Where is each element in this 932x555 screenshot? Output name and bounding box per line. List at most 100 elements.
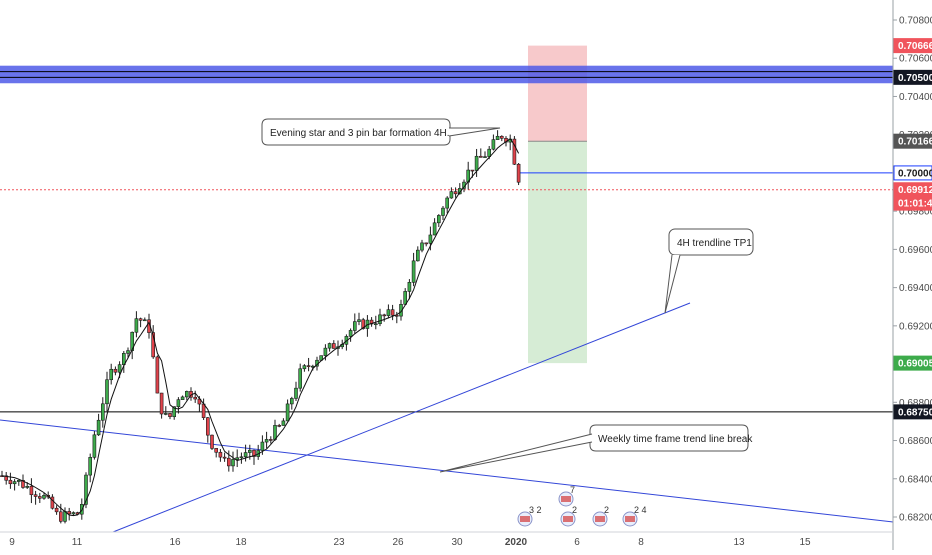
price-axis-label: 0.68400 — [899, 474, 932, 485]
candle-body — [29, 486, 34, 496]
moving-average-layer — [1, 138, 520, 517]
candle-body — [222, 456, 227, 459]
time-axis-label: 26 — [392, 537, 404, 548]
price-tag-label: 0.70166 — [898, 137, 932, 148]
candle-body — [50, 496, 55, 509]
candle-body — [126, 350, 130, 354]
candle-body — [420, 242, 424, 251]
candles-layer — [0, 130, 521, 524]
callout-evening-star: Evening star and 3 pin bar formation 4H. — [261, 118, 501, 146]
flag-stripe — [625, 516, 635, 522]
price-tag: 0.70666 — [893, 38, 932, 54]
candle-body — [487, 148, 492, 157]
candle-body — [201, 403, 206, 418]
candle-body — [193, 396, 197, 400]
price-axis-label: 0.68600 — [899, 436, 932, 447]
time-axis-label: 6 — [574, 537, 580, 548]
candle-body — [260, 441, 265, 451]
candle-body — [248, 449, 252, 453]
event-flag-icon: 2 — [560, 505, 577, 527]
candle-body — [117, 364, 122, 373]
price-axis-label: 0.69600 — [899, 245, 932, 256]
price-tag-bg — [893, 38, 932, 54]
time-axis-label: 18 — [235, 537, 247, 548]
time-axis-label: 11 — [72, 537, 83, 548]
candle-body — [390, 309, 395, 316]
candle-body — [164, 413, 168, 415]
event-flag-label: 2 — [604, 505, 609, 515]
candle-body — [441, 207, 445, 216]
candle-body — [327, 343, 332, 349]
price-axis-label: 0.70600 — [899, 54, 932, 65]
callout-weekly-break-box — [589, 424, 749, 452]
candle-body — [411, 260, 416, 283]
price-axis-label: 0.69400 — [899, 283, 932, 294]
candle-body — [88, 457, 92, 476]
candle-body — [4, 475, 8, 481]
candle-body — [483, 156, 487, 158]
candle-body — [243, 452, 248, 458]
candle-body — [227, 457, 231, 467]
flag-stripe — [561, 496, 571, 502]
rising-trendline — [112, 302, 691, 533]
candle-body — [298, 368, 303, 389]
candle-body — [352, 321, 357, 331]
zones-layer — [0, 45, 893, 364]
price-tag-bg — [893, 404, 932, 420]
price-tag-label: 0.69912 — [898, 185, 932, 196]
callout-tp1-box — [668, 228, 754, 256]
candle-body — [33, 494, 38, 497]
candle-body — [361, 319, 366, 329]
callout-evening-star-pointer — [448, 127, 501, 137]
candle-body — [382, 314, 387, 317]
candle-body — [264, 439, 269, 443]
candle-body — [281, 420, 286, 426]
candle-body — [378, 314, 382, 325]
candle-body — [231, 459, 235, 467]
candle-body — [491, 139, 496, 150]
candle-body — [21, 480, 25, 488]
callout-weekly-break-text: Weekly time frame trend line break — [598, 434, 753, 445]
candle-body — [109, 368, 113, 381]
candle-body — [143, 319, 147, 322]
candle-body — [168, 413, 172, 418]
candle-body — [285, 403, 290, 422]
candle-body — [453, 191, 458, 195]
price-axis-label: 0.68800 — [899, 398, 932, 409]
candle-body — [294, 387, 298, 399]
price-axis-label: 0.69200 — [899, 321, 932, 332]
candle-body — [415, 249, 420, 262]
candle-body — [159, 392, 164, 415]
candle-body — [151, 332, 155, 358]
candle-body — [323, 347, 328, 356]
price-tag: 0.70166 — [893, 133, 932, 149]
price-tag-label: 0.68750 — [898, 407, 932, 418]
candle-body — [428, 234, 433, 244]
flag-stripe — [563, 516, 573, 522]
candle-body — [386, 309, 391, 316]
time-axis-label: 9 — [9, 537, 15, 548]
candle-body — [67, 511, 71, 515]
candle-body — [495, 135, 500, 140]
price-axis-label: 0.70400 — [899, 92, 932, 103]
price-tag: 01:01:49 — [893, 195, 932, 211]
price-tag-label: 0.70500 — [898, 73, 932, 84]
price-tag-bg — [893, 355, 932, 371]
candle-body — [474, 155, 479, 171]
stop-loss-zone — [528, 45, 587, 142]
price-tag-label: 0.69005 — [898, 359, 932, 370]
candle-body — [176, 399, 181, 408]
price-axis-label: 0.68200 — [899, 513, 932, 524]
event-flag-label: 7 — [570, 485, 575, 495]
candle-body — [516, 163, 521, 183]
candle-body — [432, 222, 437, 236]
candle-body — [302, 365, 307, 370]
candle-body — [185, 391, 189, 398]
time-axis-label: 23 — [333, 537, 345, 548]
price-tag-label: 0.70666 — [898, 41, 932, 52]
candle-body — [277, 425, 282, 427]
time-axis-label: 2020 — [505, 537, 528, 548]
candle-body — [424, 242, 429, 245]
